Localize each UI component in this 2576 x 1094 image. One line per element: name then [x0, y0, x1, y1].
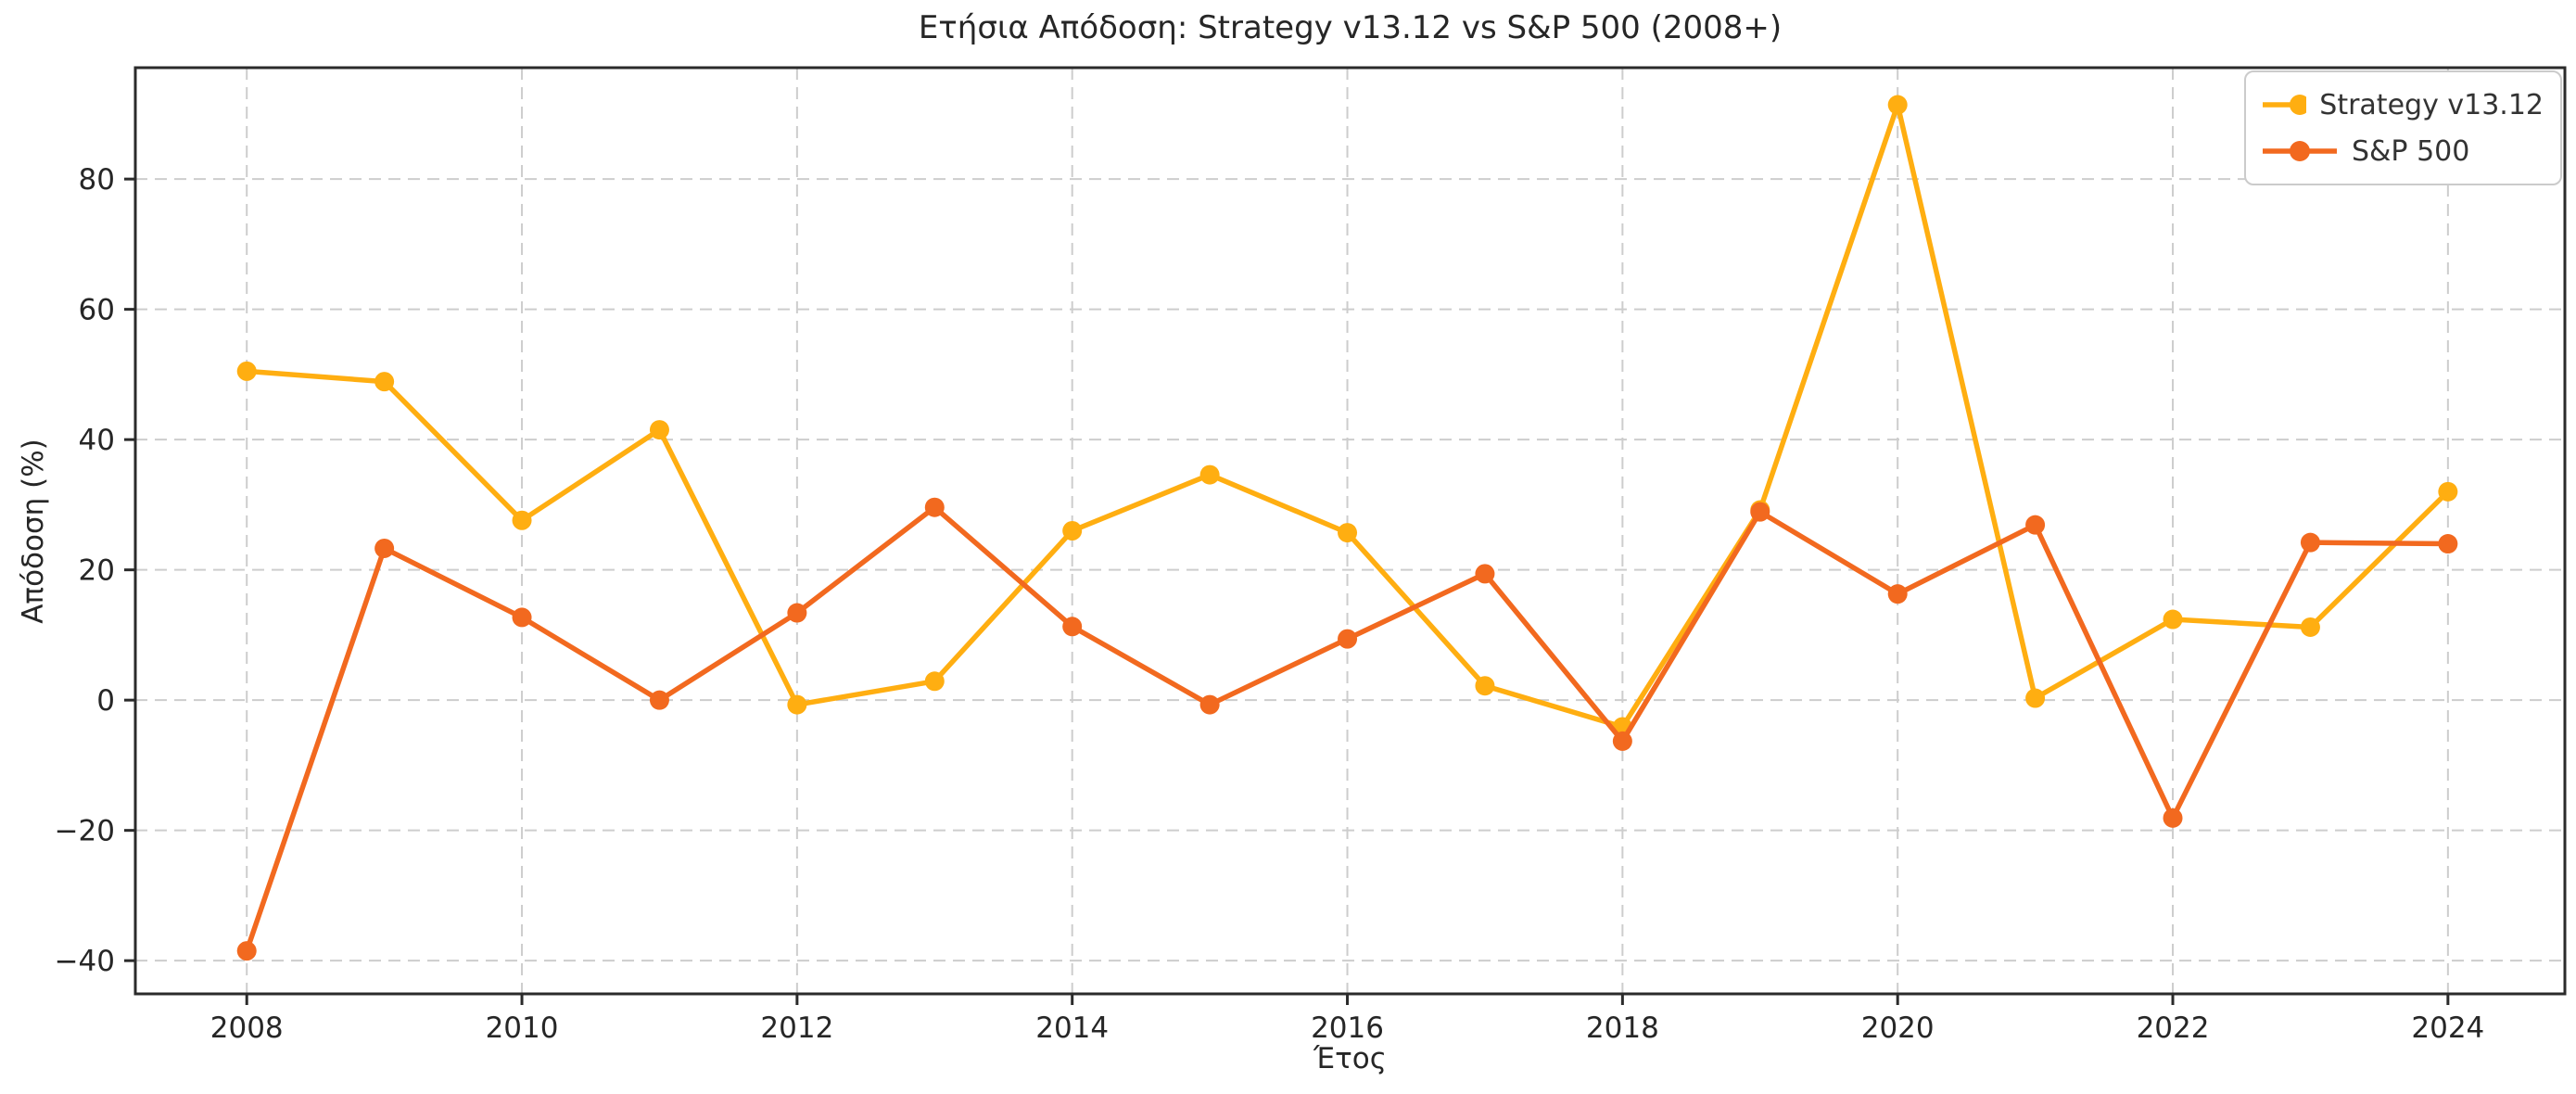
legend-marker-sp500 — [2263, 141, 2337, 161]
strategy-point — [2163, 609, 2183, 630]
sp500-point — [649, 690, 669, 710]
sp500-point — [787, 603, 807, 623]
strategy-point — [374, 372, 395, 392]
x-tick-label: 2018 — [1586, 1011, 1659, 1045]
sp500-point — [2300, 532, 2320, 553]
sp500-point — [924, 497, 945, 517]
y-tick-label: 40 — [79, 424, 115, 457]
x-tick-label: 2012 — [760, 1011, 833, 1045]
sp500-line — [244, 504, 2451, 954]
legend-label: S&P 500 — [2352, 134, 2470, 168]
legend-item: Strategy v13.12 — [2261, 82, 2544, 128]
legend-item: S&P 500 — [2261, 128, 2544, 174]
sp500-point — [1475, 564, 1495, 584]
strategy-point — [1338, 523, 1358, 543]
sp500-point — [1612, 731, 1632, 751]
x-tick-label: 2020 — [1861, 1011, 1935, 1045]
sp500-point — [2438, 534, 2458, 554]
sp500-point — [236, 941, 257, 961]
legend-dot — [2290, 141, 2310, 161]
x-tick-label: 2016 — [1311, 1011, 1384, 1045]
strategy-point — [1475, 676, 1495, 696]
y-tick-label: −40 — [55, 945, 115, 978]
sp500-point — [374, 538, 395, 558]
sp500-point — [2163, 808, 2183, 828]
sp500-point — [1062, 617, 1083, 637]
legend-marker-strategy — [2263, 95, 2307, 115]
x-tick-label: 2014 — [1035, 1011, 1109, 1045]
strategy-point — [1062, 521, 1083, 541]
sp500-point — [512, 607, 532, 628]
y-tick-label: 80 — [79, 163, 115, 197]
strategy-point — [787, 694, 807, 715]
sp500-point — [1199, 694, 1220, 715]
strategy-point — [649, 420, 669, 440]
sp500-point — [1887, 584, 1908, 604]
x-tick-label: 2010 — [486, 1011, 559, 1045]
y-axis-label: Απόδοση (%) — [17, 439, 50, 624]
x-tick-label: 2024 — [2411, 1011, 2484, 1045]
legend-label: Strategy v13.12 — [2319, 88, 2544, 121]
y-tick-label: −20 — [55, 815, 115, 848]
strategy-point — [236, 361, 257, 381]
x-tick-label: 2022 — [2137, 1011, 2210, 1045]
chart-title: Ετήσια Απόδοση: Strategy v13.12 vs S&P 5… — [918, 9, 1783, 46]
strategy-point — [2025, 688, 2046, 708]
plot-border — [133, 66, 2567, 996]
y-tick-label: 20 — [79, 554, 115, 588]
strategy-point — [1887, 95, 1908, 115]
sp500-point — [1338, 629, 1358, 649]
strategy-point — [2438, 481, 2458, 502]
sp500-point — [2025, 515, 2046, 535]
strategy-point — [924, 671, 945, 692]
y-tick-label: 60 — [79, 294, 115, 327]
y-tick-label: 0 — [96, 684, 115, 718]
strategy-point — [512, 510, 532, 530]
x-tick-label: 2008 — [210, 1011, 284, 1045]
x-axis-label: Έτος — [1313, 1042, 1387, 1075]
legend-dot — [2290, 95, 2307, 115]
sp500-point — [1750, 502, 1770, 522]
strategy-point — [2300, 617, 2320, 637]
strategy-point — [1199, 464, 1220, 485]
legend: Strategy v13.12 S&P 500 — [2244, 70, 2562, 185]
